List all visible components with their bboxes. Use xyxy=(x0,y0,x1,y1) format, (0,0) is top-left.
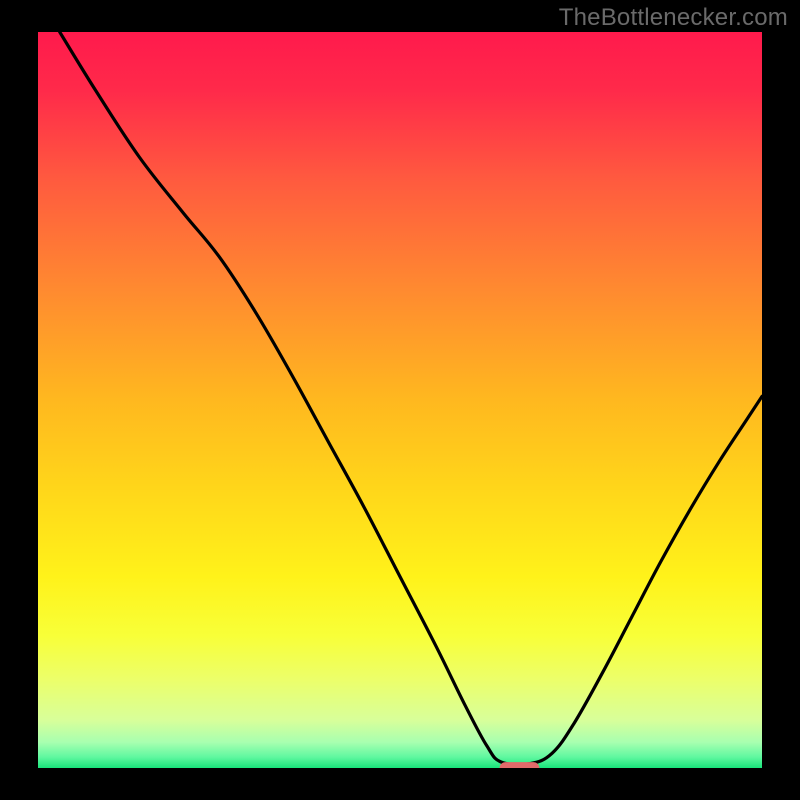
watermark-text: TheBottlenecker.com xyxy=(559,4,788,32)
chart-svg xyxy=(0,0,800,800)
plot-background xyxy=(38,32,762,768)
chart-stage: TheBottlenecker.com xyxy=(0,0,800,800)
